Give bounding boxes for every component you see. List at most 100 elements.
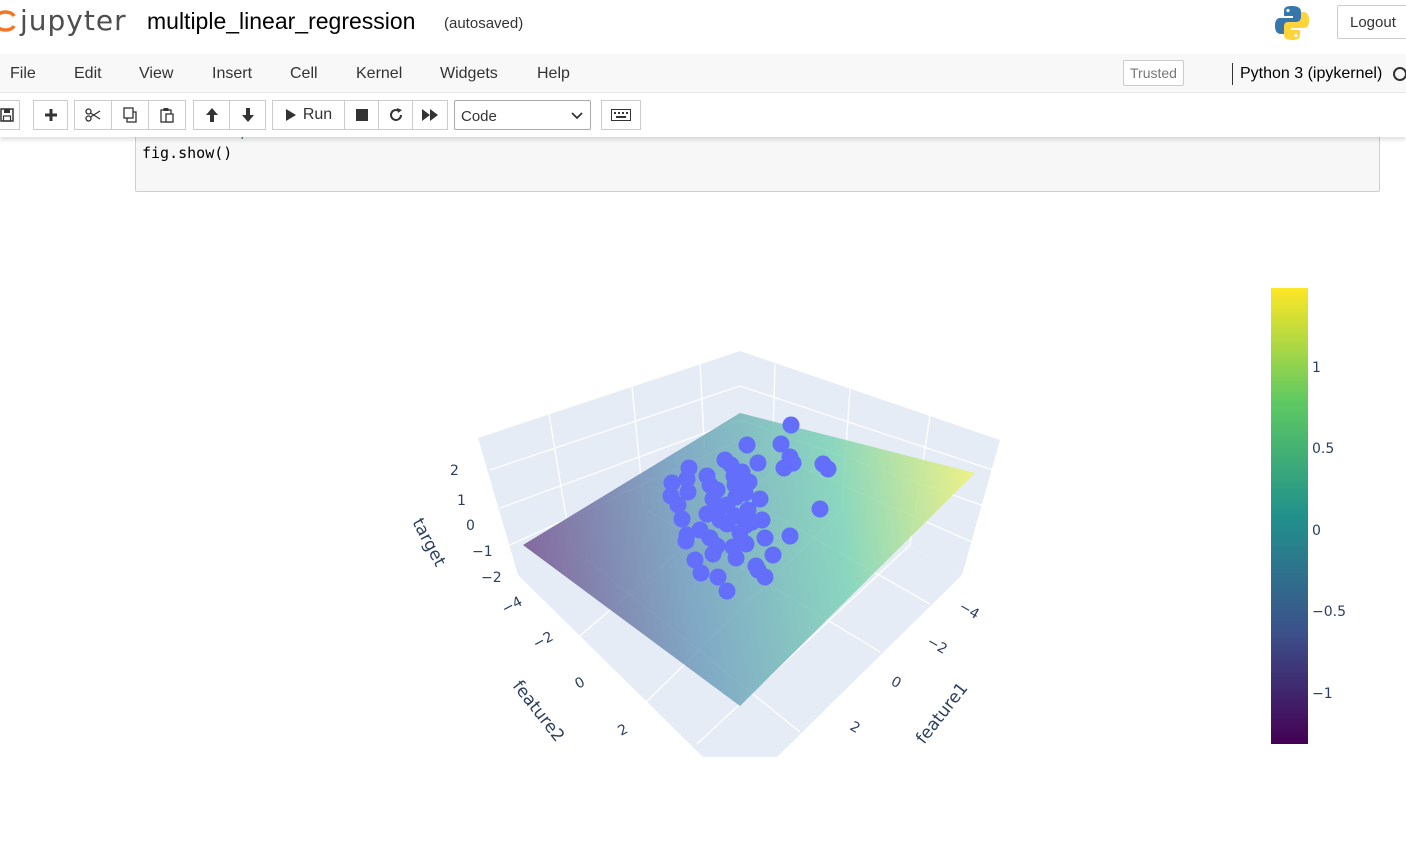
stop-icon <box>355 109 368 121</box>
menu-kernel[interactable]: Kernel <box>356 65 403 82</box>
x-tick-2: 2 <box>847 719 863 737</box>
scatter-point[interactable] <box>686 551 704 569</box>
trusted-indicator[interactable]: Trusted <box>1123 60 1184 86</box>
copy-icon <box>123 107 137 123</box>
scene-back-left-wall <box>478 351 740 575</box>
scatter-point[interactable] <box>819 460 837 478</box>
scatter-point[interactable] <box>747 557 765 575</box>
colorbar-ticks: 1 0.5 0 −0.5 −1 <box>1312 360 1346 702</box>
arrow-up-icon <box>205 108 218 122</box>
menu-bar: File Edit View Insert Cell Kernel Widget… <box>0 54 1406 93</box>
scatter-point[interactable] <box>775 459 793 477</box>
interrupt-button[interactable] <box>344 100 379 130</box>
scatter-points[interactable] <box>662 416 837 600</box>
y-tick-2: 2 <box>615 721 630 739</box>
scissors-icon <box>85 108 101 122</box>
scatter-point[interactable] <box>751 490 769 508</box>
paste-icon <box>160 108 174 123</box>
move-down-button[interactable] <box>229 100 266 130</box>
scatter-point[interactable] <box>673 510 691 528</box>
scatter-point[interactable] <box>781 527 799 545</box>
chevron-down-icon <box>571 112 583 120</box>
menu-widgets[interactable]: Widgets <box>440 65 498 82</box>
paste-button[interactable] <box>148 100 186 130</box>
scatter-point[interactable] <box>709 568 727 586</box>
x-axis-label: feature1 <box>912 679 972 748</box>
python-logo-icon <box>1275 6 1309 40</box>
keyboard-icon <box>611 109 631 121</box>
notebook-header: jupyter multiple_linear_regression (auto… <box>0 0 1406 55</box>
scatter-point[interactable] <box>678 470 696 488</box>
z-tick-0: 0 <box>466 518 475 534</box>
scatter-point[interactable] <box>698 505 716 523</box>
scatter-point[interactable] <box>679 483 697 501</box>
scatter-point[interactable] <box>669 496 687 514</box>
regression-plane[interactable] <box>523 413 975 706</box>
z-tick-minus1: −1 <box>472 544 493 560</box>
cell-type-select[interactable]: Code <box>454 100 591 130</box>
copy-button[interactable] <box>111 100 149 130</box>
scatter-point[interactable] <box>756 529 774 547</box>
notebook-title[interactable]: multiple_linear_regression <box>147 8 416 34</box>
arrow-down-icon <box>241 108 254 122</box>
scatter-point[interactable] <box>749 454 767 472</box>
x-tick-minus4: −4 <box>956 599 982 623</box>
logout-button[interactable]: Logout <box>1337 5 1406 39</box>
jupyter-logo[interactable]: jupyter <box>0 4 127 37</box>
z-axis-label: target <box>408 515 450 570</box>
move-up-button[interactable] <box>193 100 230 130</box>
save-button[interactable] <box>0 100 20 130</box>
colorbar-tick-minus1: −1 <box>1312 686 1333 702</box>
scatter-point[interactable] <box>711 511 729 529</box>
restart-icon <box>389 108 402 121</box>
run-all-button[interactable] <box>412 100 448 130</box>
logo-text: jupyter <box>20 4 127 37</box>
z-tick-minus2: −2 <box>481 570 502 586</box>
kernel-name[interactable]: Python 3 (ipykernel) <box>1240 65 1383 82</box>
menu-cell[interactable]: Cell <box>290 65 318 82</box>
y-tick-minus2: −2 <box>530 629 556 653</box>
colorbar-tick-0: 0 <box>1312 523 1321 539</box>
scatter-point[interactable] <box>782 416 800 434</box>
colorbar-tick-1: 1 <box>1312 360 1321 376</box>
jupyter-logo-icon <box>0 9 16 32</box>
scatter-point[interactable] <box>663 474 681 492</box>
code-cell[interactable]: # Show the plot fig.show() <box>135 122 1380 192</box>
scatter-point[interactable] <box>811 500 829 518</box>
menu-view[interactable]: View <box>139 65 174 82</box>
scatter-point[interactable] <box>677 532 695 550</box>
scatter-point[interactable] <box>772 435 790 453</box>
code-line: fig.show() <box>142 144 233 162</box>
scatter-point[interactable] <box>692 564 710 582</box>
command-palette-button[interactable] <box>601 100 641 130</box>
scatter-point[interactable] <box>718 582 736 600</box>
colorbar-tick-0-5: 0.5 <box>1312 441 1334 457</box>
play-icon <box>285 109 296 121</box>
y-axis-label: feature2 <box>508 677 568 746</box>
plus-icon <box>44 109 57 121</box>
menu-help[interactable]: Help <box>537 65 570 82</box>
x-tick-0: 0 <box>888 674 904 692</box>
autosave-status: (autosaved) <box>444 15 524 32</box>
toolbar: Run Code <box>0 93 1406 137</box>
menu-insert[interactable]: Insert <box>212 65 253 82</box>
restart-button[interactable] <box>378 100 413 130</box>
z-tick-2: 2 <box>450 463 459 479</box>
menu-edit[interactable]: Edit <box>74 65 102 82</box>
menu-file[interactable]: File <box>10 65 36 82</box>
save-icon <box>0 108 14 122</box>
colorbar-tick-minus0-5: −0.5 <box>1312 604 1346 620</box>
scatter-point[interactable] <box>727 549 745 567</box>
scatter-point[interactable] <box>764 546 782 564</box>
y-tick-minus4: −4 <box>499 594 525 618</box>
fast-forward-icon <box>422 109 438 121</box>
scatter-point[interactable] <box>737 535 755 553</box>
run-label: Run <box>302 106 333 123</box>
scatter-point[interactable] <box>704 545 722 563</box>
colorbar[interactable] <box>1271 288 1308 744</box>
scatter-point[interactable] <box>738 436 756 454</box>
cut-button[interactable] <box>74 100 112 130</box>
run-button[interactable]: Run <box>272 100 345 130</box>
add-cell-button[interactable] <box>33 100 68 130</box>
z-axis-ticks: 2 1 0 −1 −2 <box>450 463 502 586</box>
